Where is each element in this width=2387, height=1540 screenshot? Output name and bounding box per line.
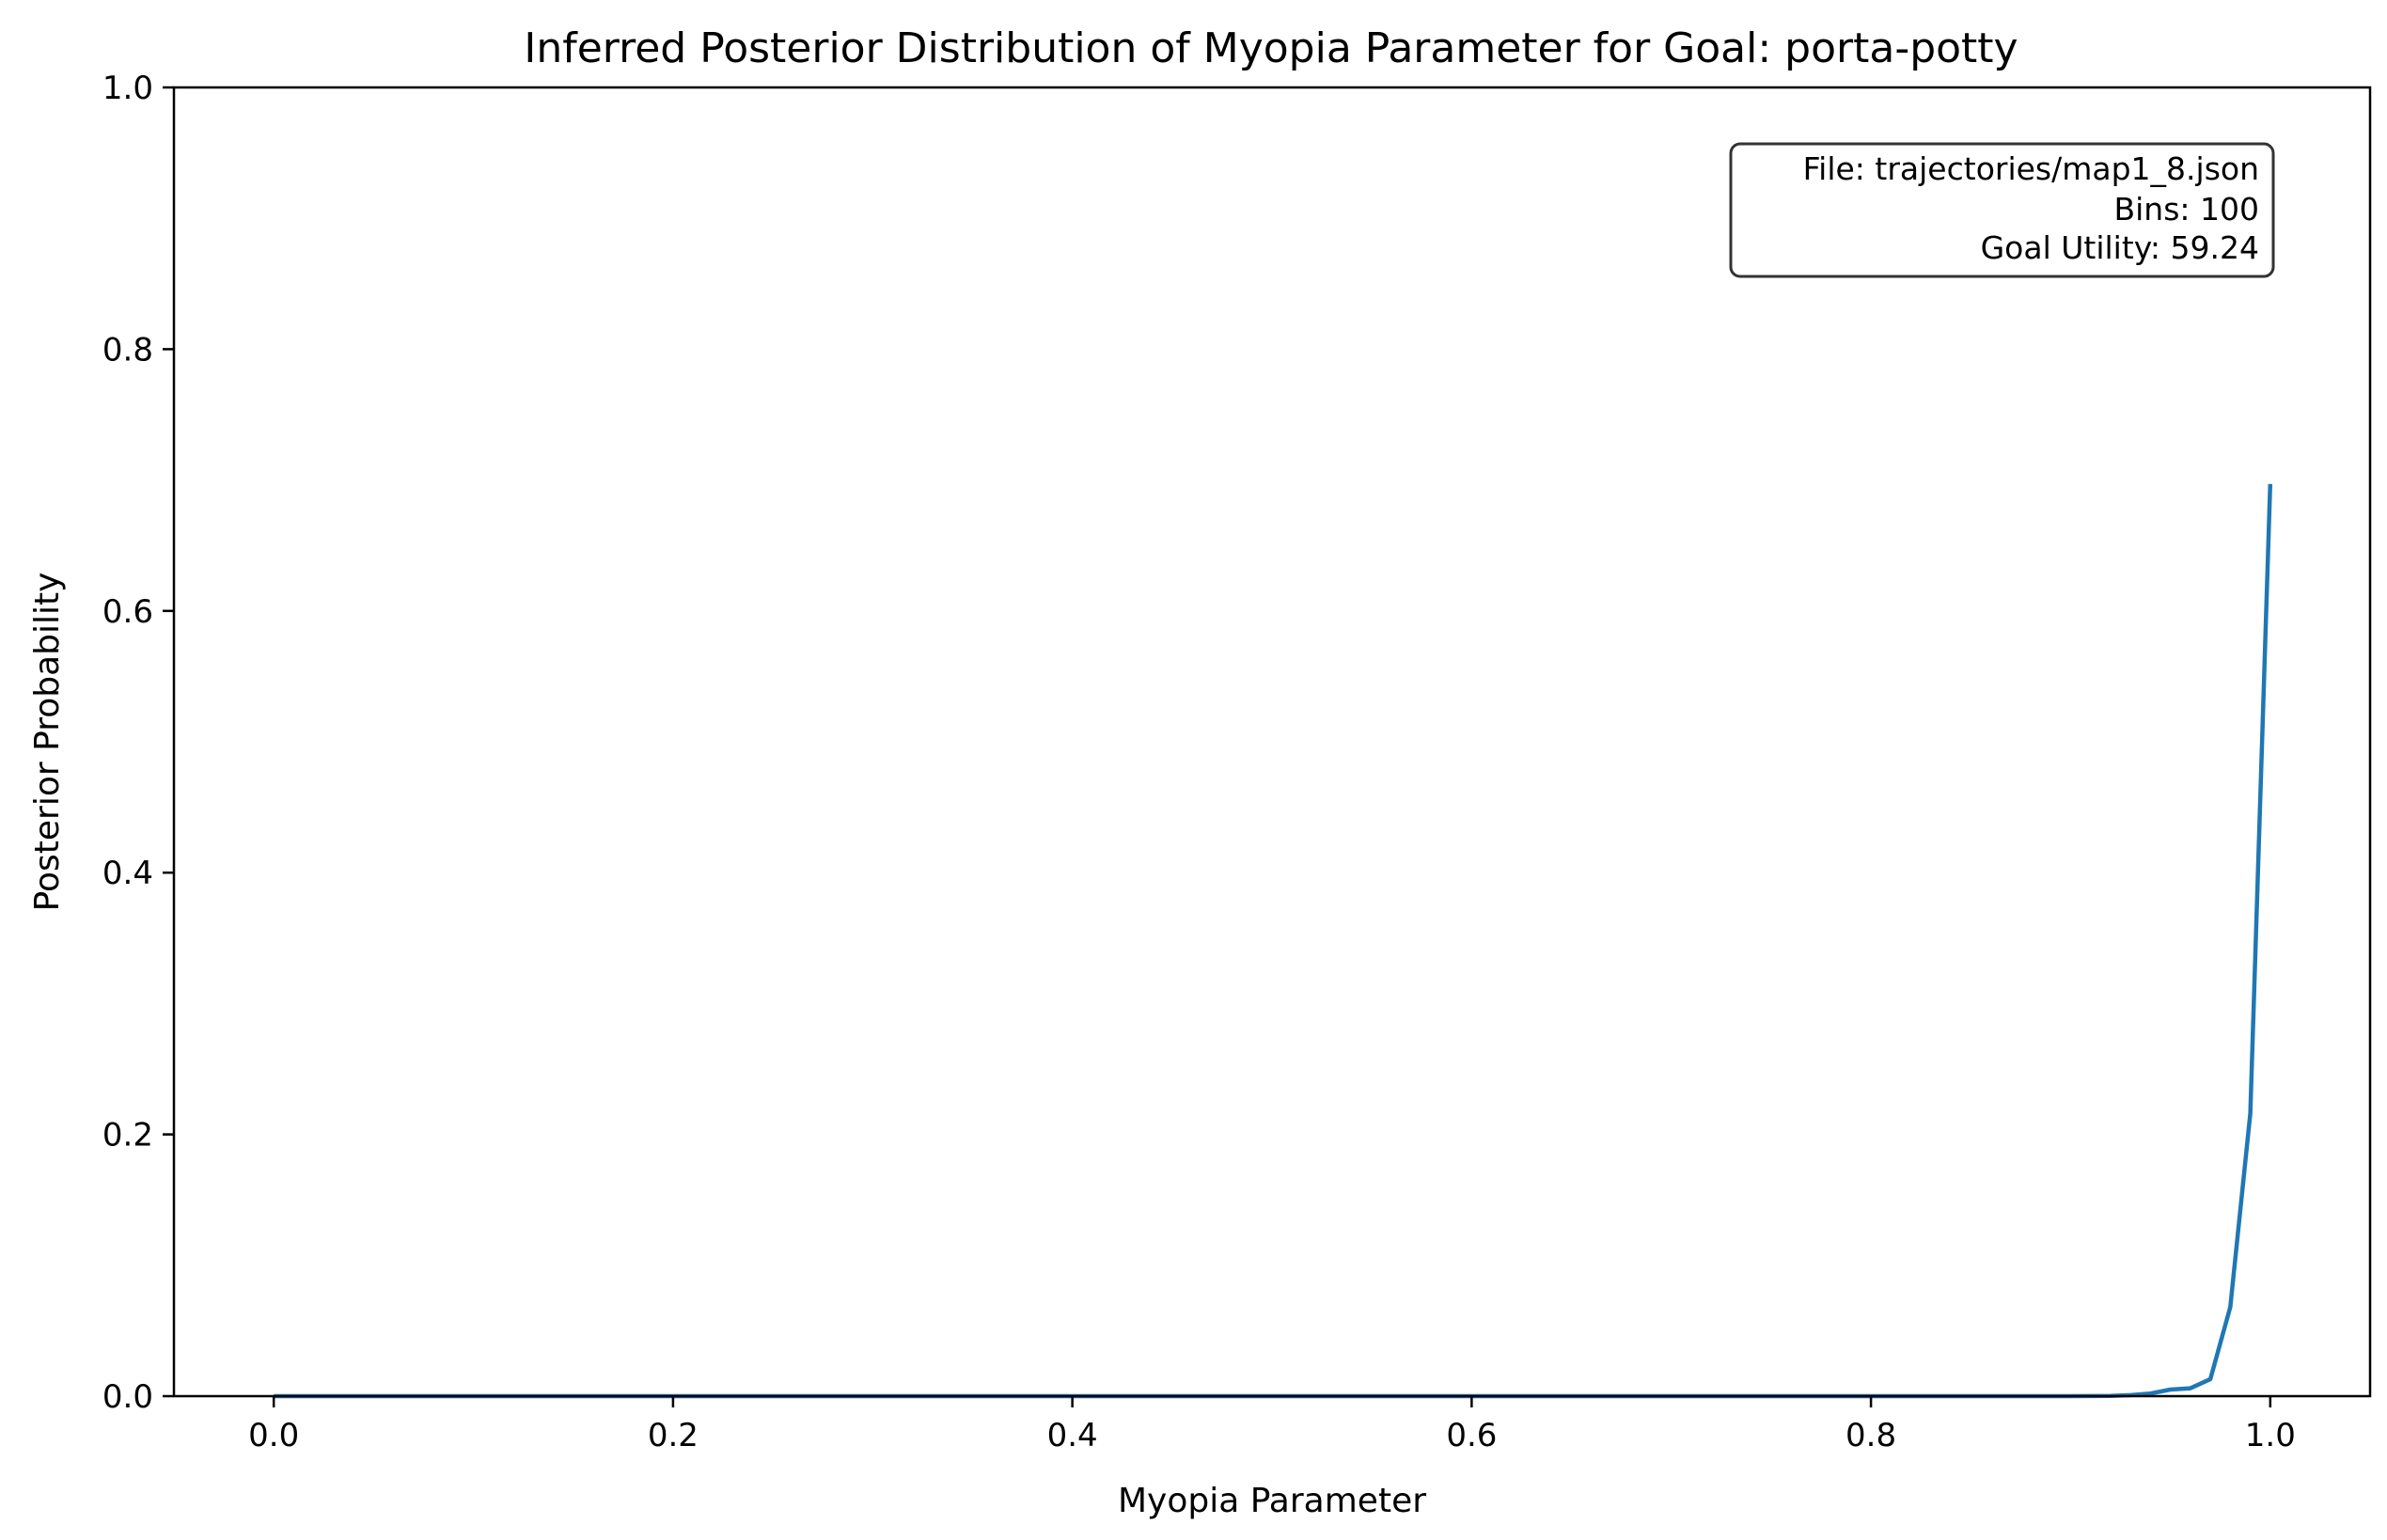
x-axis-label: Myopia Parameter bbox=[1118, 1482, 1426, 1520]
annotation-file: File: trajectories/map1_8.json bbox=[1803, 150, 2259, 187]
y-tick-label: 0.4 bbox=[102, 855, 153, 892]
annotation-goal-utility: Goal Utility: 59.24 bbox=[1981, 229, 2259, 266]
y-axis-label: Posterior Probability bbox=[28, 573, 67, 912]
y-tick-label: 1.0 bbox=[102, 70, 153, 107]
x-tick-label: 0.6 bbox=[1446, 1417, 1497, 1454]
y-tick-label: 0.0 bbox=[102, 1378, 153, 1416]
x-tick-label: 0.2 bbox=[648, 1417, 699, 1454]
annotation-box: File: trajectories/map1_8.json Bins: 100… bbox=[1729, 142, 2275, 278]
chart-title: Inferred Posterior Distribution of Myopi… bbox=[524, 24, 2018, 72]
x-tick-label: 0.4 bbox=[1047, 1417, 1098, 1454]
y-tick-label: 0.6 bbox=[102, 593, 153, 631]
x-tick-label: 1.0 bbox=[2245, 1417, 2296, 1454]
annotation-bins: Bins: 100 bbox=[2113, 191, 2259, 228]
x-tick-label: 0.0 bbox=[248, 1417, 299, 1454]
axis-ticks: 0.0 0.2 0.4 0.6 0.8 1.0 0.0 0.2 0.4 0.6 0.8 1.0 bbox=[102, 70, 2296, 1454]
x-tick-label: 0.8 bbox=[1845, 1417, 1896, 1454]
axes-frame bbox=[172, 86, 2372, 1398]
y-tick-label: 0.2 bbox=[102, 1117, 153, 1155]
y-tick-label: 0.8 bbox=[102, 331, 153, 369]
annotation-frame bbox=[1729, 142, 2275, 278]
